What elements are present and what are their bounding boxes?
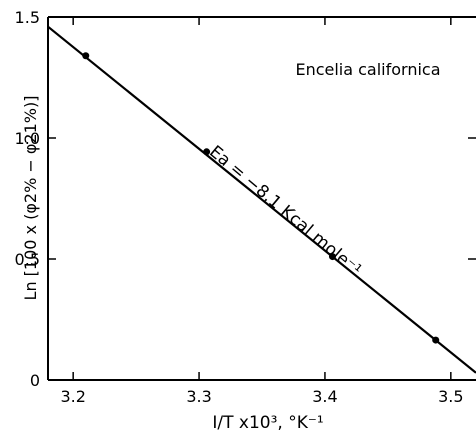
regression-line [47, 25, 476, 374]
data-points [82, 52, 440, 344]
activation-energy-annotation: Ea = −8.1 Kcal mole⁻¹ [205, 142, 365, 281]
x-tick-label: 3.4 [312, 387, 337, 406]
y-tick-label: 0 [30, 371, 40, 390]
axes [47, 16, 476, 381]
ticks: 0 0.5 1.0 1.5 3.2 3.3 3.4 3.5 [15, 8, 476, 406]
y-tick-label: 1.5 [15, 8, 40, 27]
y-axis-label: Ln [100 x (φ2% − φ21%)] [21, 96, 40, 301]
x-tick-label: 3.3 [186, 387, 211, 406]
data-point [328, 253, 336, 261]
data-point [82, 52, 90, 60]
x-tick-label: 3.5 [438, 387, 463, 406]
fit-line-group [47, 25, 476, 374]
data-point [432, 336, 440, 344]
species-annotation: Encelia californica [295, 60, 440, 79]
x-tick-label: 3.2 [60, 387, 85, 406]
y-tick-label: 1.0 [15, 129, 40, 148]
data-point [203, 148, 211, 156]
y-tick-label: 0.5 [15, 250, 40, 269]
x-axis-label: I/T x10³, °K⁻¹ [212, 413, 323, 433]
